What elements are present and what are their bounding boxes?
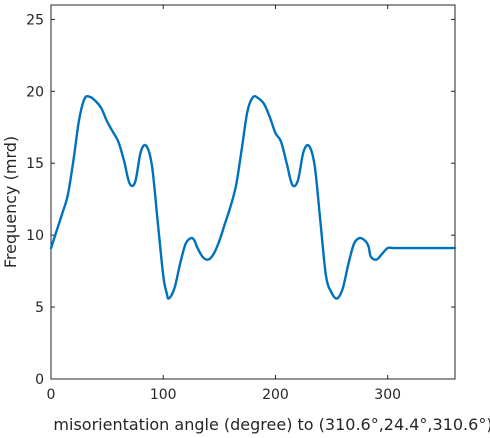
axes-frame [50,4,456,380]
axes-box [50,4,456,380]
plot-series [49,94,457,300]
y-tick-label: 20 [26,84,44,100]
y-tick-label: 0 [35,372,44,388]
y-tick-label: 10 [26,228,44,244]
x-tick-label: 300 [374,387,401,403]
x-tick-label: 200 [262,387,289,403]
x-tick-label: 0 [47,387,56,403]
series-line-0 [49,94,457,300]
y-axis-title: Frequency (mrd) [1,136,20,268]
y-tick-label: 25 [26,12,44,28]
y-tick-label: 15 [26,156,44,172]
y-tick-label: 5 [35,300,44,316]
ticks: 0 100 200 300 0 5 10 15 20 25 [26,5,455,403]
x-tick-label: 100 [150,387,177,403]
x-axis-title: misorientation angle (degree) to (310.6°… [53,415,490,434]
